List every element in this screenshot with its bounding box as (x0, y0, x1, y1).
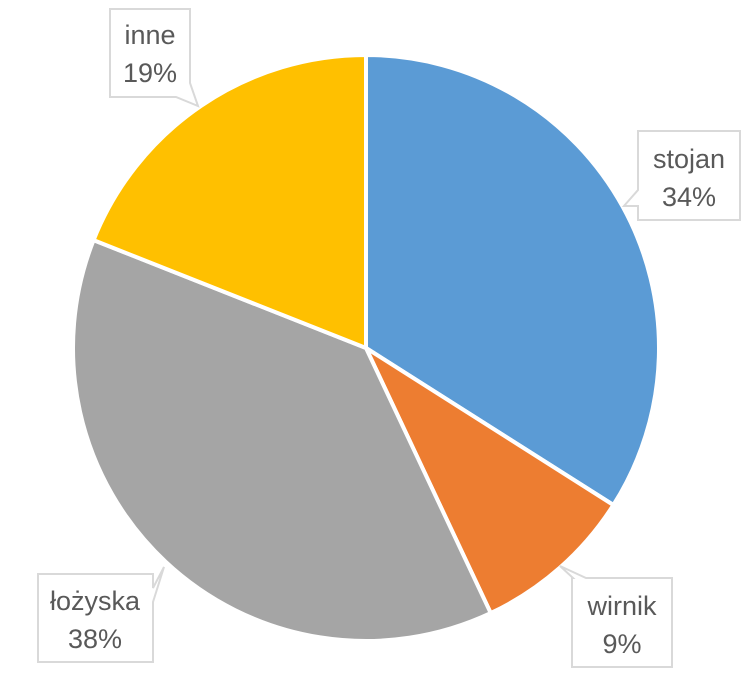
pie-slice-3 (91, 53, 368, 350)
pie-slices (71, 53, 661, 643)
callout-box-stojan (621, 130, 741, 221)
data-label-inne: inne 19% (109, 8, 200, 108)
data-label-stojan: stojan 34% (621, 130, 741, 221)
callout-box-inne (109, 8, 200, 108)
label-name-inne: inne (124, 20, 175, 50)
label-name-wirnik: wirnik (586, 591, 657, 621)
data-label-wirnik: wirnik 9% (559, 565, 673, 668)
label-value-lozyska: 38% (68, 624, 122, 654)
pie-slice-2 (71, 238, 493, 643)
label-value-inne: 19% (123, 58, 177, 88)
callout-box-lozyska (37, 566, 165, 663)
label-value-stojan: 34% (662, 182, 716, 212)
callout-box-wirnik (559, 565, 673, 668)
data-label-lozyska: łożyska 38% (37, 566, 165, 663)
pie-slice-1 (364, 346, 616, 616)
label-name-lozyska: łożyska (50, 586, 141, 616)
label-name-stojan: stojan (653, 144, 725, 174)
label-value-wirnik: 9% (602, 629, 641, 659)
